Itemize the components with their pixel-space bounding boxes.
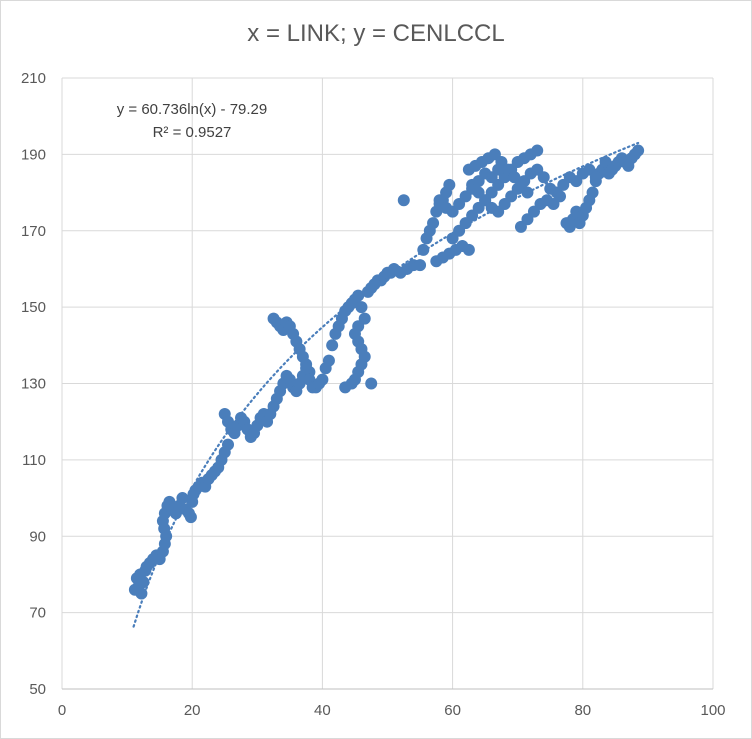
data-point <box>355 301 368 314</box>
trendline <box>132 141 640 628</box>
data-point <box>322 354 335 367</box>
trendline-path <box>132 141 640 628</box>
x-tick-label: 60 <box>444 702 461 719</box>
data-points <box>128 144 645 600</box>
data-point <box>492 163 505 176</box>
x-tick-label: 100 <box>700 702 725 719</box>
data-point <box>589 171 602 184</box>
tick-labels: 0 20 40 60 80 100 50 70 90 110 130 150 170 190 210 <box>21 70 726 719</box>
data-point <box>397 194 410 207</box>
y-tick-label: 190 <box>21 146 46 163</box>
trendline-r-squared: R² = 0.9527 <box>153 124 232 141</box>
data-point <box>352 289 365 302</box>
data-point <box>135 587 148 600</box>
data-point <box>316 373 329 386</box>
x-tick-label: 0 <box>58 702 66 719</box>
data-point <box>531 163 544 176</box>
data-point <box>176 492 189 505</box>
y-tick-label: 90 <box>29 528 46 545</box>
x-tick-label: 20 <box>184 702 201 719</box>
data-point <box>586 186 599 199</box>
chart-title: x = LINK; y = CENLCCL <box>247 20 505 47</box>
y-tick-label: 70 <box>29 605 46 622</box>
data-point <box>443 178 456 191</box>
data-point <box>326 339 339 352</box>
data-point <box>414 259 427 272</box>
data-point <box>365 377 378 390</box>
data-point <box>137 576 150 589</box>
y-tick-label: 110 <box>22 452 46 469</box>
data-point <box>417 243 430 256</box>
y-tick-label: 130 <box>21 376 46 393</box>
y-tick-label: 210 <box>21 70 46 87</box>
data-point <box>531 144 544 157</box>
data-point <box>427 217 440 230</box>
y-tick-label: 170 <box>21 223 46 240</box>
trendline-equation: y = 60.736ln(x) - 79.29 <box>117 101 268 118</box>
data-point <box>521 186 534 199</box>
data-point <box>184 511 197 524</box>
data-point <box>462 243 475 256</box>
data-point <box>300 362 313 375</box>
data-point <box>222 438 234 451</box>
y-tick-label: 150 <box>21 299 46 316</box>
data-point <box>632 144 645 157</box>
x-tick-label: 40 <box>314 702 331 719</box>
data-point <box>339 381 352 394</box>
y-tick-label: 50 <box>29 681 46 698</box>
x-tick-label: 80 <box>574 702 591 719</box>
